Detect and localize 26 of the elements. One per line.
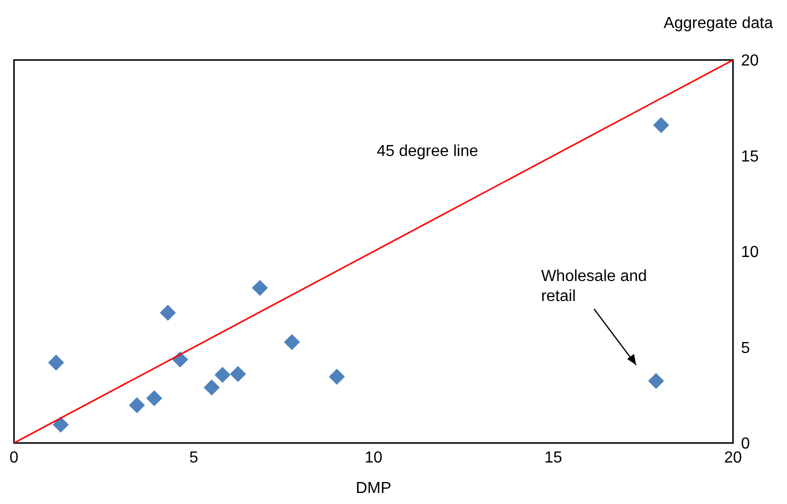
y-tick-label: 5	[741, 340, 750, 357]
point	[146, 390, 162, 406]
point	[48, 354, 64, 371]
x-tick-label: 15	[544, 449, 562, 466]
point	[230, 366, 246, 382]
x-tick-label: 0	[10, 449, 19, 466]
point	[204, 379, 220, 396]
point	[284, 334, 300, 350]
point	[653, 117, 670, 134]
y2-axis-title: Aggregate data	[664, 15, 774, 32]
point	[648, 372, 664, 389]
x-tick-label: 5	[189, 449, 198, 466]
point	[252, 280, 268, 296]
y-tick-label: 20	[741, 52, 759, 70]
point	[160, 304, 176, 321]
y-tick-label: 15	[741, 148, 759, 166]
y-tick-label: 0	[741, 436, 750, 453]
x-tick-label: 10	[364, 449, 382, 466]
point	[128, 397, 145, 414]
point	[52, 416, 69, 433]
annotation: Wholesale and retail	[541, 268, 647, 305]
y-tick-label: 10	[741, 244, 759, 262]
point	[214, 366, 231, 383]
x-axis-title: DMP	[356, 480, 392, 497]
annotation: 45 degree line	[376, 142, 478, 160]
point	[328, 368, 345, 385]
